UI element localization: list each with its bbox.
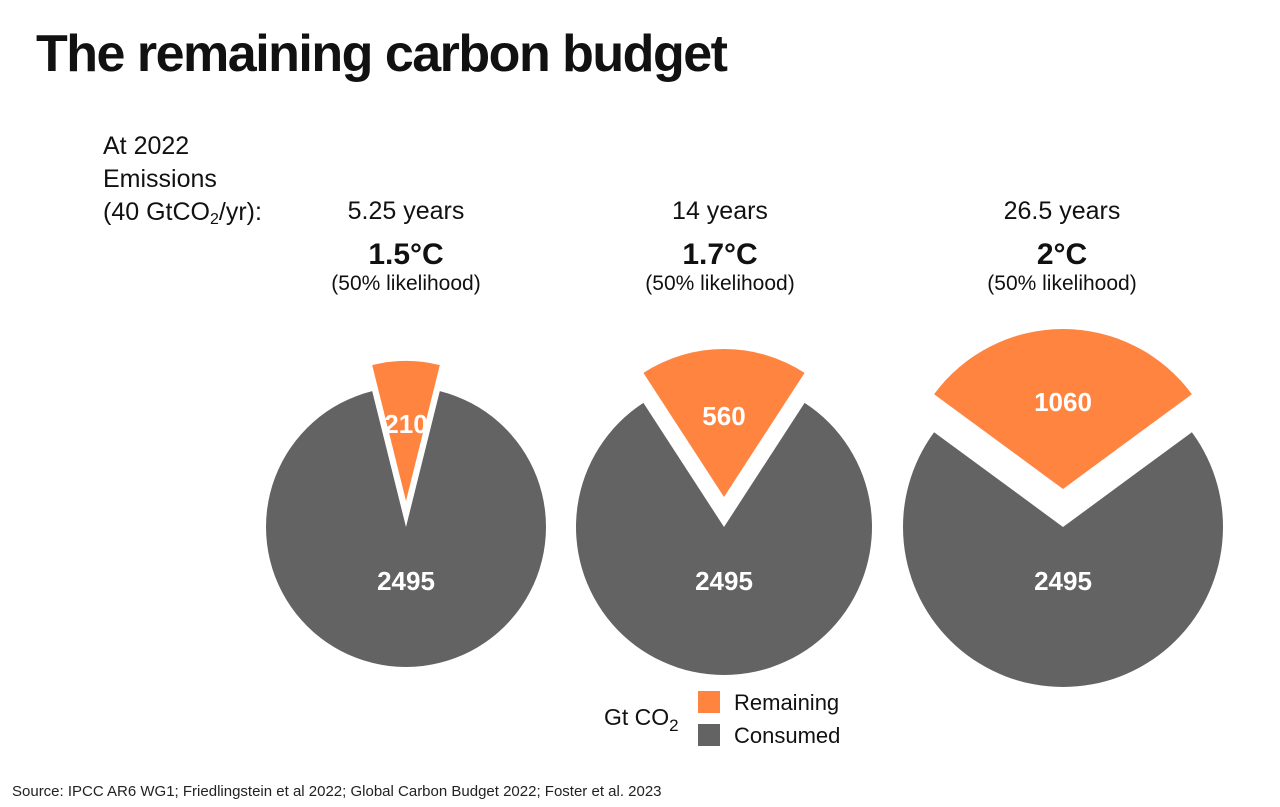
row-label-line2: Emissions: [103, 165, 217, 193]
consumed-value-label: 2495: [1034, 566, 1092, 596]
consumed-value-label: 2495: [377, 566, 435, 596]
pie-header-1: 5.25 years 1.5°C (50% likelihood): [256, 197, 556, 296]
remaining-slice: [372, 360, 440, 501]
pie-header-3: 26.5 years 2°C (50% likelihood): [912, 197, 1212, 296]
remaining-slice: [643, 348, 805, 497]
source-note: Source: IPCC AR6 WG1; Friedlingstein et …: [12, 783, 662, 800]
likelihood-label: (50% likelihood): [987, 272, 1137, 295]
remaining-slice: [934, 328, 1192, 489]
legend-item-remaining: Remaining: [698, 690, 839, 716]
years-label: 5.25 years: [347, 197, 465, 225]
legend-label-remaining: Remaining: [734, 690, 840, 715]
remaining-value-label: 1060: [1034, 387, 1092, 417]
temperature-label: 2°C: [1036, 238, 1088, 271]
temperature-label: 1.7°C: [682, 238, 758, 271]
remaining-swatch: [698, 691, 720, 713]
consumed-slice: [266, 391, 546, 667]
likelihood-label: (50% likelihood): [645, 272, 795, 295]
remaining-value-label: 560: [702, 401, 745, 431]
legend-label-consumed: Consumed: [734, 723, 841, 748]
legend-item-consumed: Consumed: [698, 723, 840, 749]
consumed-swatch: [698, 724, 720, 746]
emissions-row-label: At 2022 Emissions (40 GtCO2/yr):: [103, 130, 262, 236]
likelihood-label: (50% likelihood): [331, 272, 481, 295]
pie-header-2: 14 years 1.7°C (50% likelihood): [570, 197, 870, 296]
consumed-value-label: 2495: [695, 566, 753, 596]
temperature-label: 1.5°C: [368, 238, 444, 271]
years-label: 26.5 years: [1003, 197, 1121, 225]
row-label-line1: At 2022: [103, 132, 190, 160]
legend-unit: Gt CO2: [604, 704, 679, 735]
consumed-slice: [576, 402, 872, 675]
chart-title: The remaining carbon budget: [36, 25, 728, 83]
remaining-value-label: 210: [384, 409, 427, 439]
consumed-slice: [903, 432, 1224, 687]
years-label: 14 years: [672, 197, 768, 225]
row-label-line3: (40 GtCO2/yr):: [103, 198, 262, 228]
